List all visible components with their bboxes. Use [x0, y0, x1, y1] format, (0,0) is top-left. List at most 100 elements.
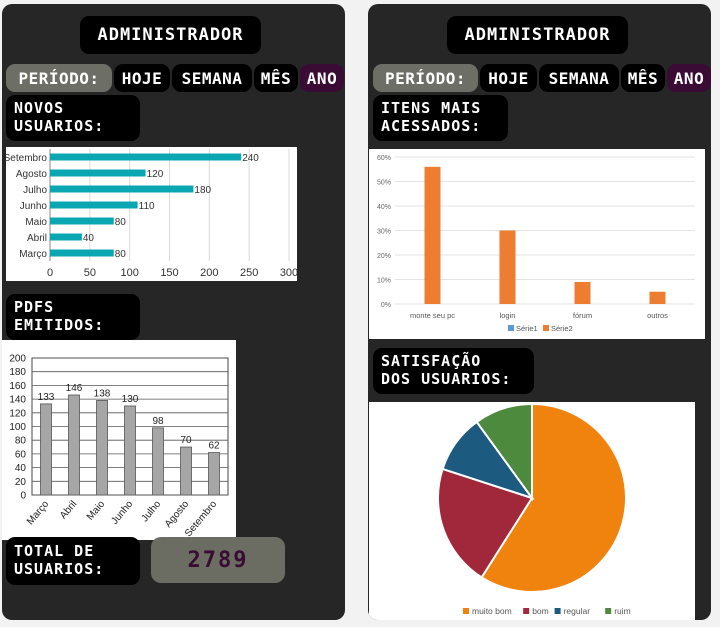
right-option-semana[interactable]: SEMANA [539, 64, 619, 92]
total-usuarios-value: 2789 [151, 537, 285, 583]
pie-legend-swatch [554, 608, 561, 614]
satisfacao-title: SATISFAÇÃO DOS USUARIOS: [373, 348, 534, 394]
hbar-category-label: Maio [25, 217, 47, 228]
vbar-y-tick-label: 0 [20, 491, 26, 502]
col-legend-swatch-serie1 [508, 325, 514, 331]
right-admin-title: ADMINISTRADOR [447, 16, 628, 54]
hbar-x-tick-label: 200 [200, 267, 218, 279]
col-legend-serie2: Série2 [551, 324, 573, 333]
vbar-y-tick-label: 120 [9, 408, 26, 419]
vbar-value-label: 98 [152, 416, 164, 427]
hbar-bar [50, 217, 114, 225]
vbar-y-tick-label: 20 [15, 477, 27, 488]
pie-legend-label: bom [532, 606, 549, 616]
left-option-mes[interactable]: MÊS [254, 64, 298, 92]
col-y-tick-label: 30% [377, 229, 391, 236]
hbar-x-tick-label: 100 [120, 267, 138, 279]
col-y-tick-label: 0% [381, 302, 391, 309]
vbar-bar [96, 400, 108, 496]
vbar-category-label: Maio [85, 499, 108, 523]
left-option-semana[interactable]: SEMANA [172, 64, 252, 92]
left-periodo-label: PERÍODO: [6, 64, 112, 92]
pie-legend-label: regular [564, 606, 591, 616]
col-bar-serie2 [424, 166, 441, 304]
hbar-value-label: 180 [194, 185, 211, 196]
vbar-bar [124, 405, 136, 496]
hbar-value-label: 110 [139, 201, 155, 212]
col-category-label: fórum [573, 311, 592, 320]
vbar-value-label: 138 [94, 388, 111, 399]
vbar-y-tick-label: 160 [9, 381, 26, 392]
hbar-x-tick-label: 250 [240, 267, 258, 279]
pie-slice [480, 402, 627, 593]
satisfacao-chart: muito bom bom regular ruim [369, 402, 695, 620]
col-y-tick-label: 50% [377, 180, 391, 187]
col-bar-serie2 [499, 230, 516, 304]
vbar-value-label: 146 [66, 383, 83, 394]
pie-legend-label: muito bom [472, 606, 512, 616]
pie-slice [475, 402, 533, 502]
hbar-value-label: 240 [242, 153, 259, 164]
vbar-y-tick-label: 100 [9, 422, 26, 433]
pie-legend-swatch [523, 608, 530, 614]
vbar-value-label: 62 [208, 441, 220, 452]
vbar-bar [180, 446, 192, 496]
vbar-y-tick-label: 80 [15, 436, 27, 447]
col-y-tick-label: 20% [377, 253, 391, 260]
vbar-y-tick-label: 40 [15, 463, 27, 474]
left-option-ano[interactable]: ANO [300, 64, 344, 92]
vbar-category-label: Março [25, 499, 52, 528]
hbar-bar [50, 169, 146, 177]
hbar-category-label: Julho [23, 185, 47, 196]
vbar-category-label: Julho [140, 499, 164, 525]
vbar-category-label: Agosto [163, 499, 192, 530]
hbar-value-label: 80 [115, 217, 127, 228]
right-option-hoje[interactable]: HOJE [480, 64, 537, 92]
hbar-value-label: 120 [147, 169, 164, 180]
itens-acessados-chart: 0% 10% 20% 30% 40% 50% 60% monte seu pc login fór… [369, 149, 705, 339]
right-option-mes[interactable]: MÊS [621, 64, 665, 92]
hbar-x-tick-label: 0 [47, 267, 53, 279]
hbar-bar [50, 233, 82, 241]
right-option-ano[interactable]: ANO [667, 64, 711, 92]
hbar-x-tick-label: 150 [160, 267, 178, 279]
novos-usuarios-title: NOVOS USUARIOS: [6, 95, 140, 141]
vbar-bar [208, 452, 220, 496]
hbar-bar [50, 201, 138, 209]
col-bar-serie2 [574, 281, 591, 304]
left-admin-title: ADMINISTRADOR [80, 16, 261, 54]
col-category-label: monte seu pc [410, 311, 455, 320]
vbar-value-label: 133 [38, 392, 55, 403]
hbar-category-label: Março [19, 249, 47, 260]
vbar-value-label: 130 [122, 394, 139, 405]
hbar-value-label: 80 [115, 249, 127, 260]
vbar-y-tick-label: 200 [9, 354, 26, 365]
col-y-tick-label: 40% [377, 204, 391, 211]
pdfs-emitidos-chart: 0 20 40 60 80 100 120 140 160 180 200 133 Março 146 Ab… [2, 340, 236, 540]
hbar-x-tick-label: 300 [280, 267, 297, 279]
hbar-bar [50, 153, 242, 161]
pdfs-emitidos-title: PDFS EMITIDOS: [6, 294, 140, 340]
hbar-category-label: Agosto [16, 169, 48, 180]
left-panel: ADMINISTRADOR PERÍODO: HOJE SEMANA MÊS A… [2, 4, 345, 620]
vbar-bar [40, 403, 52, 496]
pie-legend-swatch [605, 608, 612, 614]
col-bar-serie2 [649, 291, 666, 304]
hbar-category-label: Abril [27, 233, 47, 244]
total-usuarios-title: TOTAL DE USUARIOS: [6, 537, 140, 585]
col-legend-serie1: Série1 [516, 324, 538, 333]
itens-acessados-title: ITENS MAIS ACESSADOS: [373, 95, 508, 141]
left-option-hoje[interactable]: HOJE [114, 64, 170, 92]
pie-slice [437, 467, 534, 579]
vbar-y-tick-label: 140 [9, 395, 26, 406]
vbar-bar [68, 394, 80, 496]
col-y-tick-label: 10% [377, 278, 391, 285]
right-panel: ADMINISTRADOR PERÍODO: HOJE SEMANA MÊS A… [368, 4, 711, 620]
novos-usuarios-chart: 0 50 100 150 200 250 300 Setembro 240 Agosto 120 Ju… [4, 147, 298, 281]
hbar-bar [50, 249, 114, 257]
pie-legend-swatch [463, 608, 469, 614]
vbar-y-tick-label: 180 [9, 367, 26, 378]
col-category-label: login [500, 311, 516, 320]
vbar-y-tick-label: 60 [15, 449, 27, 460]
vbar-bar [152, 427, 164, 496]
